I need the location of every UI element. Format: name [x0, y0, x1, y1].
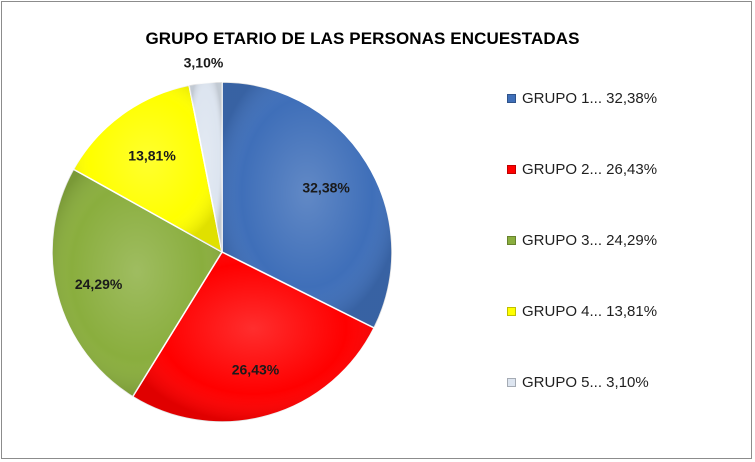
legend-label-2: GRUPO 2... 26,43%: [522, 160, 658, 178]
legend-label-4: GRUPO 4... 13,81%: [522, 302, 658, 320]
pie-slice-shading-1: [222, 82, 393, 329]
data-label-3: 24,29%: [75, 276, 123, 292]
legend-label-5: GRUPO 5... 3,10%: [522, 373, 649, 391]
legend-swatch-3: [507, 235, 516, 245]
legend-swatch-5: [507, 377, 516, 387]
legend-item-4: GRUPO 4... 13,81%: [507, 299, 657, 323]
legend-swatch-2: [507, 164, 516, 174]
pie-slice-shading-5: [189, 82, 222, 252]
chart-title: GRUPO ETARIO DE LAS PERSONAS ENCUESTADAS: [145, 29, 580, 48]
pie-slice-shading-3: [51, 169, 222, 397]
data-label-2: 26,43%: [232, 362, 280, 378]
legend-item-2: GRUPO 2... 26,43%: [507, 157, 657, 181]
data-label-5: 3,10%: [184, 55, 224, 71]
pie-slice-shading-4: [73, 85, 222, 252]
legend-label-3: GRUPO 3... 24,29%: [522, 231, 658, 249]
data-label-1: 32,38%: [302, 180, 350, 196]
pie-slice-shading-2: [132, 252, 375, 422]
legend-item-3: GRUPO 3... 24,29%: [507, 228, 657, 252]
legend-item-1: GRUPO 1... 32,38%: [507, 86, 657, 110]
legend-item-5: GRUPO 5... 3,10%: [507, 370, 649, 394]
data-label-4: 13,81%: [128, 148, 176, 164]
legend-swatch-4: [507, 306, 516, 316]
legend-label-1: GRUPO 1... 32,38%: [522, 89, 658, 107]
legend-swatch-1: [507, 93, 516, 103]
